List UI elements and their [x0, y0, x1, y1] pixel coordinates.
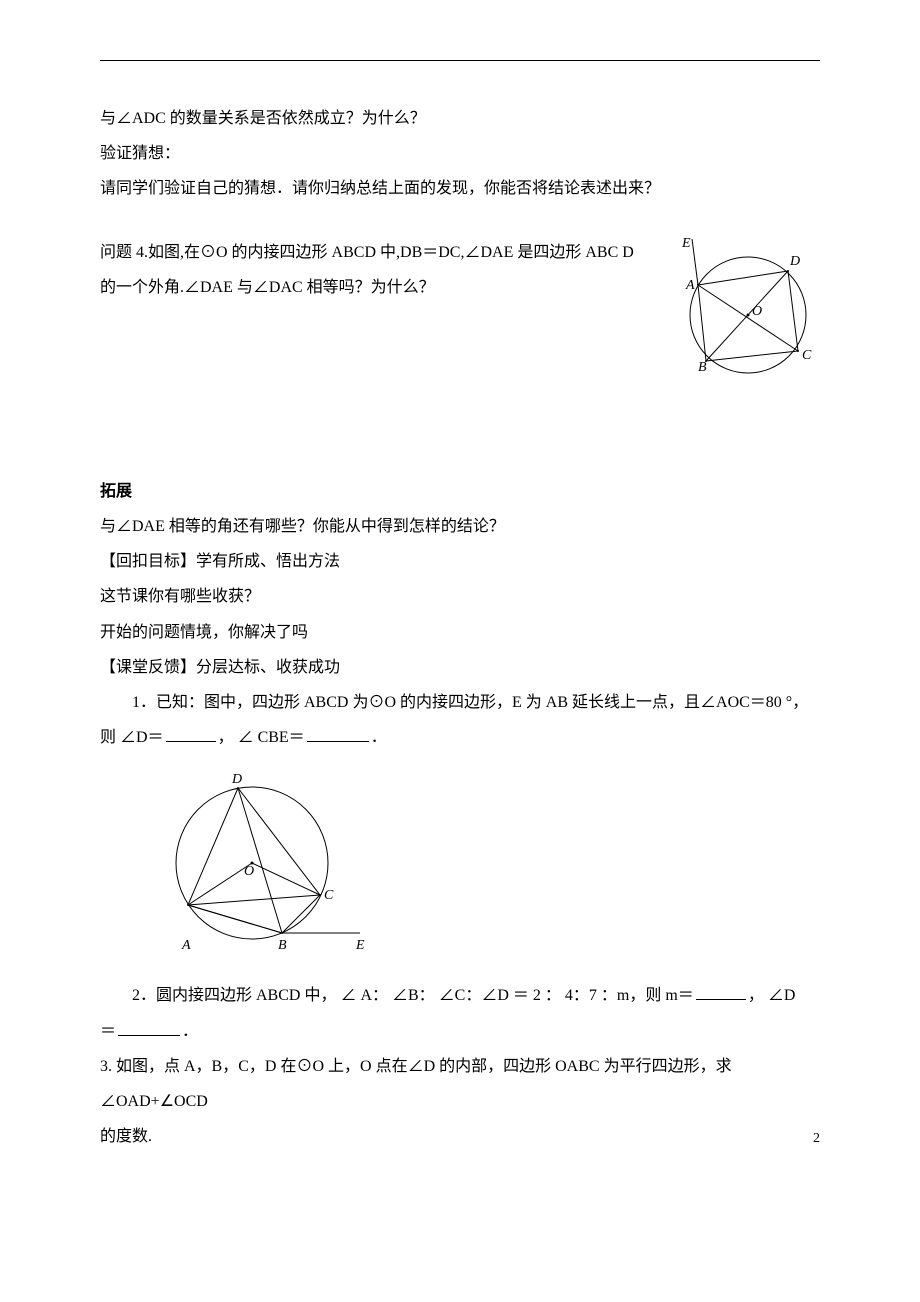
label2-D: D	[231, 772, 242, 787]
top-rule	[100, 60, 820, 61]
problem-1-line-2: 则 ∠D＝ ， ∠ CBE＝ ．	[100, 720, 820, 755]
extension-line-1: 与∠DAE 相等的角还有哪些？你能从中得到怎样的结论？	[100, 509, 820, 544]
label2-O: O	[244, 864, 254, 879]
p2-part-a: 2．圆内接四边形 ABCD 中， ∠ A： ∠B： ∠C：∠D ＝ 2 ： 4：…	[132, 987, 694, 1004]
feedback-heading: 【课堂反馈】分层达标、收获成功	[100, 650, 820, 685]
document-page: 与∠ADC 的数量关系是否依然成立？为什么？ 验证猜想： 请同学们验证自己的猜想…	[0, 0, 920, 1194]
label2-C: C	[324, 888, 334, 903]
label2-B: B	[278, 938, 287, 953]
label-O: O	[752, 304, 762, 319]
p1b-part-c: ．	[371, 729, 387, 746]
label-B: B	[698, 360, 707, 375]
label2-E: E	[355, 938, 365, 953]
blank-m	[696, 984, 746, 1000]
label2-A: A	[181, 938, 191, 953]
blank-angle-CBE	[307, 726, 369, 742]
circle-diagram-1: A B C D E O	[670, 235, 820, 385]
goal-line-1: 这节课你有哪些收获？	[100, 579, 820, 614]
label-C: C	[802, 348, 812, 363]
blank-angle-D	[166, 726, 216, 742]
label-E: E	[681, 236, 691, 251]
p1b-part-a: 则 ∠D＝	[100, 729, 164, 746]
problem-3-line-1: 3. 如图，点 A，B，C，D 在⊙O 上，O 点在∠D 的内部，四边形 OAB…	[100, 1049, 820, 1119]
extension-title: 拓展	[100, 474, 820, 509]
goal-line-2: 开始的问题情境，你解决了吗	[100, 615, 820, 650]
line-3: 请同学们验证自己的猜想．请你归纳总结上面的发现，你能否将结论表述出来？	[100, 171, 820, 206]
p2b-part-a: ＝	[100, 1023, 116, 1040]
goal-heading: 【回扣目标】学有所成、悟出方法	[100, 544, 820, 579]
p2-part-mid: ， ∠D	[748, 987, 796, 1004]
blank-angle-D2	[118, 1020, 180, 1036]
line-1: 与∠ADC 的数量关系是否依然成立？为什么？	[100, 101, 820, 136]
problem-2-line-1: 2．圆内接四边形 ABCD 中， ∠ A： ∠B： ∠C：∠D ＝ 2 ： 4：…	[100, 978, 820, 1013]
figure-1: A B C D E O	[670, 235, 820, 398]
p1b-part-b: ， ∠ CBE＝	[218, 729, 305, 746]
circle-diagram-2: D O C A B E	[160, 765, 380, 955]
line-2: 验证猜想：	[100, 136, 820, 171]
p2b-part-b: ．	[182, 1023, 198, 1040]
problem-1-line-1: 1．已知：图中，四边形 ABCD 为⊙O 的内接四边形，E 为 AB 延长线上一…	[100, 685, 820, 720]
figure-2: D O C A B E	[160, 765, 820, 968]
problem-3-line-2: 的度数.	[100, 1119, 820, 1154]
page-number: 2	[813, 1124, 820, 1155]
problem-2-line-2: ＝．	[100, 1014, 820, 1049]
label-D: D	[789, 254, 800, 269]
label-A: A	[685, 278, 695, 293]
